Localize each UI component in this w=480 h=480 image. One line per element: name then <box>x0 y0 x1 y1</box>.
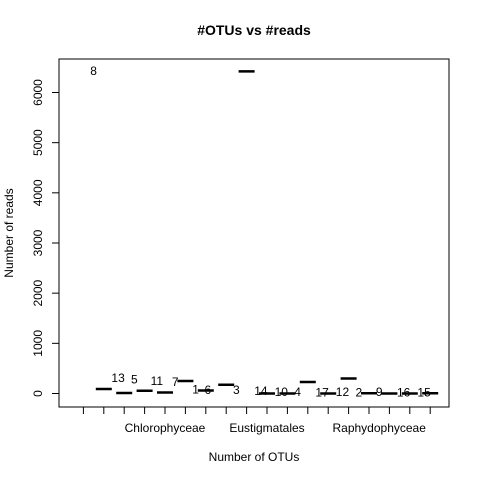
point-label: 7 <box>172 375 179 389</box>
point-label: 11 <box>151 374 164 388</box>
x-category-label: Chlorophyceae <box>125 421 206 435</box>
point-label: 8 <box>90 64 97 78</box>
y-tick-label: 0 <box>31 390 45 397</box>
point-label: 17 <box>315 385 329 399</box>
y-axis-label: Number of reads <box>2 188 16 277</box>
y-tick-label: 6000 <box>31 79 45 106</box>
point-label: 12 <box>336 385 350 399</box>
y-tick-label: 2000 <box>31 279 45 306</box>
y-tick-label: 3000 <box>31 229 45 256</box>
point-labels: 813 5 11 71 6 3 14 10 4 17 12 2 9 16 15 <box>90 64 431 400</box>
y-tick-label: 4000 <box>31 179 45 206</box>
point-label: 3 <box>233 383 240 397</box>
point-label: 5 <box>131 372 138 386</box>
x-category-label: Raphydophyceae <box>332 421 426 435</box>
point-label: 4 <box>294 385 301 399</box>
point-label: 14 <box>254 384 268 398</box>
median-lines <box>95 70 439 395</box>
point-label: 16 <box>397 385 411 399</box>
point-label: 1 <box>192 382 199 396</box>
y-tick-label: 1000 <box>31 330 45 357</box>
point-label: 10 <box>275 385 289 399</box>
y-tick-label: 5000 <box>31 129 45 156</box>
y-axis-ticks: 0 1000 2000 3000 4000 5000 6000 <box>31 79 59 397</box>
chart-title: #OTUs vs #reads <box>197 22 311 38</box>
x-axis-ticks <box>82 407 431 414</box>
x-axis-label: Number of OTUs <box>209 450 300 464</box>
point-label: 2 <box>355 385 362 399</box>
point-label: 9 <box>376 385 383 399</box>
point-label: 13 <box>111 371 125 385</box>
x-category-labels: Chlorophyceae Eustigmatales Raphydophyceae <box>125 421 427 435</box>
x-category-label: Eustigmatales <box>229 421 304 435</box>
point-label: 15 <box>417 385 431 399</box>
point-label: 6 <box>204 383 211 397</box>
